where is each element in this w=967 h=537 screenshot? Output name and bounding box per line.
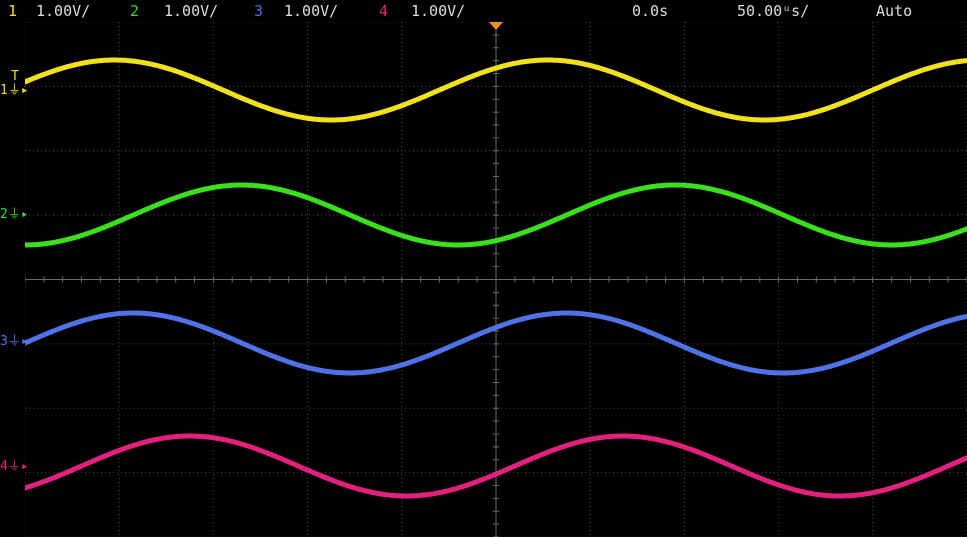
channel-4-scale[interactable]: 1.00V/ — [411, 2, 466, 20]
channel-3-marker-label: 3 — [0, 334, 8, 349]
time-offset[interactable]: 0.0s — [632, 2, 669, 20]
trigger-position-icon — [489, 22, 503, 30]
channel-1-marker-label: 1 — [0, 83, 8, 98]
channel-2-number[interactable]: 2 — [130, 2, 140, 20]
channel-4-marker-label: 4 — [0, 459, 8, 474]
channel-1-scale[interactable]: 1.00V/ — [36, 2, 91, 20]
channel-4-number[interactable]: 4 — [379, 2, 389, 20]
ground-icon: ⏚ — [7, 83, 21, 98]
ground-icon: ⏚ — [7, 459, 21, 474]
channel-2-marker-label: 2 — [0, 207, 8, 222]
waveform-display[interactable] — [25, 22, 967, 537]
channel-4-trace — [25, 433, 967, 499]
waveform-plot — [25, 22, 967, 537]
channel-1-trace — [25, 57, 967, 123]
trigger-level-marker[interactable]: T — [11, 69, 19, 84]
channel-3-trace — [25, 310, 967, 376]
ground-icon: ⏚ — [7, 207, 21, 222]
channel-3-number[interactable]: 3 — [254, 2, 264, 20]
trigger-mode[interactable]: Auto — [876, 2, 913, 20]
channel-2-trace — [25, 182, 967, 248]
channel-1-number[interactable]: 1 — [8, 2, 18, 20]
channel-3-scale[interactable]: 1.00V/ — [284, 2, 339, 20]
channel-2-scale[interactable]: 1.00V/ — [164, 2, 219, 20]
timebase[interactable]: 50.00ᵘs/ — [737, 2, 810, 20]
status-bar: 1 1.00V/ 2 1.00V/ 3 1.00V/ 4 1.00V/ 0.0s… — [0, 0, 967, 22]
ground-icon: ⏚ — [7, 334, 21, 349]
